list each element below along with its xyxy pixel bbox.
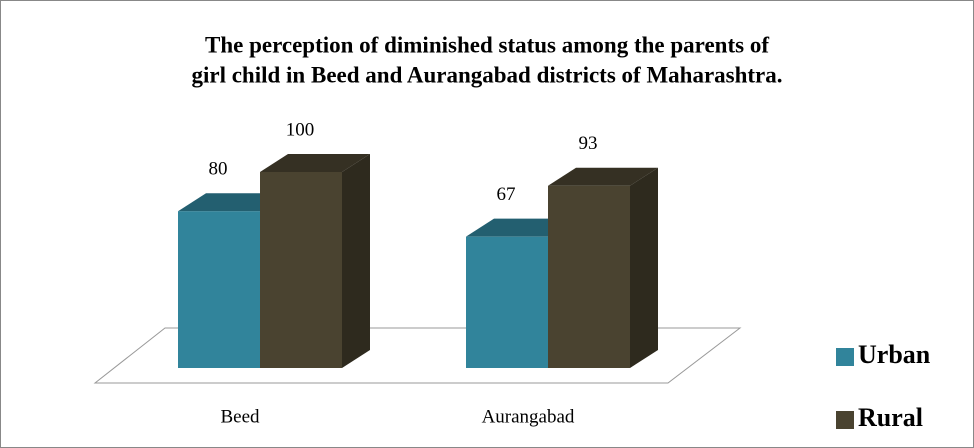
legend-label: Urban [858,340,931,369]
chart-title: girl child in Beed and Aurangabad distri… [191,62,782,87]
bar-front [178,211,260,368]
x-tick-label: Aurangabad [482,406,575,427]
bar-side [630,167,658,368]
x-tick-label: Beed [220,406,260,427]
value-label: 80 [209,159,228,180]
legend-swatch [836,348,854,366]
bar [548,167,658,368]
chart-title: The perception of diminished status amon… [205,32,769,57]
bar-top [548,167,658,186]
bar-side [342,154,370,368]
value-label: 67 [497,184,516,205]
value-label: 100 [286,119,315,140]
legend-label: Rural [858,403,923,432]
value-label: 93 [579,133,598,154]
bar-front [260,172,342,368]
legend-swatch [836,411,854,429]
bar-front [548,185,630,368]
bar-front [466,236,548,368]
bar [260,154,370,368]
bar-top [260,154,370,172]
